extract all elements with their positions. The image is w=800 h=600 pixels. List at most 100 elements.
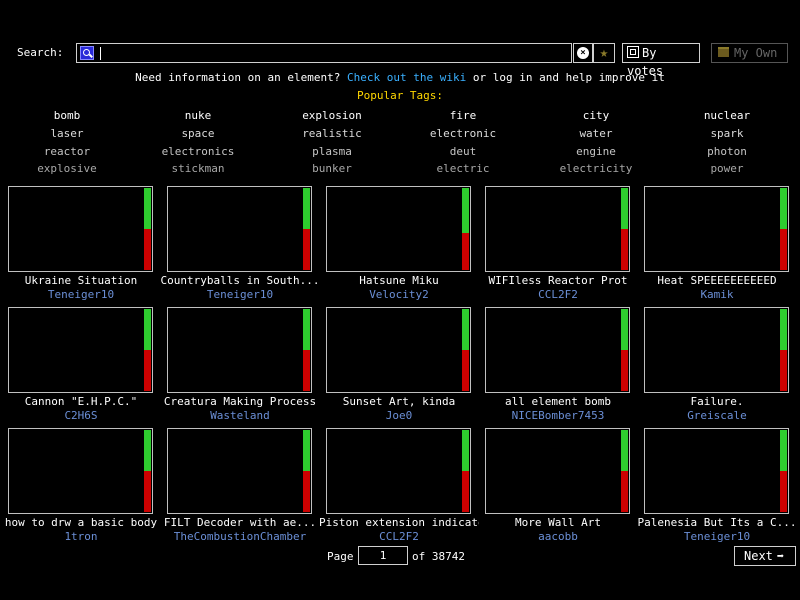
- save-author[interactable]: Greiscale: [687, 409, 747, 422]
- save-thumbnail[interactable]: [167, 186, 312, 272]
- save-title[interactable]: Piston extension indicator: [319, 516, 479, 529]
- tag-plasma[interactable]: plasma: [312, 145, 352, 158]
- search-input[interactable]: [97, 45, 567, 61]
- arrow-right-icon: ➡: [776, 549, 785, 563]
- vote-bar: [621, 188, 628, 270]
- save-thumbnail[interactable]: [326, 307, 471, 393]
- tag-explosion[interactable]: explosion: [302, 109, 362, 122]
- next-label: Next: [744, 549, 773, 563]
- clear-search-button[interactable]: ×: [573, 43, 593, 63]
- tag-electronic[interactable]: electronic: [429, 127, 497, 140]
- save-author[interactable]: TheCombustionChamber: [173, 530, 307, 543]
- save-author[interactable]: Velocity2: [369, 288, 429, 301]
- info-suffix: or log in and help improve it: [472, 71, 665, 84]
- save-thumbnail[interactable]: [485, 428, 630, 514]
- save-title[interactable]: More Wall Art: [514, 516, 602, 529]
- vote-up-fill: [780, 309, 787, 350]
- save-title[interactable]: Heat SPEEEEEEEEEED: [657, 274, 777, 287]
- my-own-button[interactable]: My Own: [711, 43, 788, 63]
- save-thumbnail[interactable]: [644, 307, 789, 393]
- tag-engine[interactable]: engine: [576, 145, 616, 158]
- save-title[interactable]: Ukraine Situation: [24, 274, 138, 287]
- wiki-link[interactable]: Check out the wiki: [347, 71, 467, 84]
- save-author[interactable]: 1tron: [64, 530, 98, 543]
- save-thumbnail[interactable]: [326, 428, 471, 514]
- save-title[interactable]: all element bomb: [505, 395, 611, 408]
- vote-up-fill: [144, 309, 151, 350]
- tag-photon[interactable]: photon: [707, 145, 747, 158]
- save-thumbnail[interactable]: [8, 428, 153, 514]
- vote-bar: [462, 188, 469, 270]
- save-thumbnail[interactable]: [167, 428, 312, 514]
- tag-city[interactable]: city: [582, 109, 610, 122]
- tag-fire[interactable]: fire: [449, 109, 477, 122]
- tag-reactor[interactable]: reactor: [43, 145, 91, 158]
- tag-bomb[interactable]: bomb: [53, 109, 81, 122]
- tag-water[interactable]: water: [579, 127, 613, 140]
- text-cursor: [100, 47, 101, 60]
- save-author[interactable]: Teneiger10: [206, 288, 274, 301]
- save-author[interactable]: NICEBomber7453: [511, 409, 605, 422]
- save-title[interactable]: Hatsune Miku: [359, 274, 439, 287]
- tag-electricity[interactable]: electricity: [559, 162, 633, 175]
- tag-realistic[interactable]: realistic: [302, 127, 362, 140]
- save-title[interactable]: WIFIless Reactor Prot: [488, 274, 628, 287]
- tag-bunker[interactable]: bunker: [312, 162, 352, 175]
- save-thumbnail[interactable]: [644, 186, 789, 272]
- save-author[interactable]: CCL2F2: [379, 530, 419, 543]
- next-page-button[interactable]: Next ➡: [734, 546, 796, 566]
- save-title[interactable]: Sunset Art, kinda: [342, 395, 456, 408]
- save-thumbnail[interactable]: [485, 307, 630, 393]
- save-author[interactable]: aacobb: [538, 530, 578, 543]
- tag-power[interactable]: power: [710, 162, 744, 175]
- save-thumbnail[interactable]: [326, 186, 471, 272]
- save-author[interactable]: Joe0: [385, 409, 413, 422]
- save-thumbnail[interactable]: [8, 186, 153, 272]
- save-thumbnail[interactable]: [485, 186, 630, 272]
- search-box[interactable]: [76, 43, 572, 63]
- save-thumbnail[interactable]: [8, 307, 153, 393]
- sort-by-votes-button[interactable]: By votes: [622, 43, 700, 78]
- vote-up-fill: [462, 430, 469, 471]
- vote-up-fill: [144, 430, 151, 471]
- tag-deut[interactable]: deut: [449, 145, 477, 158]
- tag-electric[interactable]: electric: [436, 162, 490, 175]
- tag-space[interactable]: space: [181, 127, 215, 140]
- save-title[interactable]: Countryballs in South...: [160, 274, 320, 287]
- save-author[interactable]: Teneiger10: [47, 288, 115, 301]
- vote-bar: [621, 430, 628, 512]
- vote-up-fill: [462, 309, 469, 350]
- tag-nuclear[interactable]: nuclear: [703, 109, 751, 122]
- vote-up-fill: [303, 430, 310, 471]
- tag-electronics[interactable]: electronics: [161, 145, 235, 158]
- save-thumbnail[interactable]: [167, 307, 312, 393]
- page-number-input[interactable]: [358, 546, 408, 565]
- tag-laser[interactable]: laser: [50, 127, 84, 140]
- clear-icon: ×: [577, 47, 589, 59]
- save-author[interactable]: C2H6S: [64, 409, 98, 422]
- save-title[interactable]: how to drw a basic body: [4, 516, 158, 529]
- vote-up-fill: [621, 430, 628, 471]
- save-author[interactable]: CCL2F2: [538, 288, 578, 301]
- tag-stickman[interactable]: stickman: [171, 162, 225, 175]
- favourites-button[interactable]: ★: [593, 43, 615, 63]
- tag-spark[interactable]: spark: [710, 127, 744, 140]
- page-count: of 38742: [412, 550, 465, 563]
- save-title[interactable]: FILT Decoder with ae...: [163, 516, 317, 529]
- vote-bar: [780, 430, 787, 512]
- tag-explosive[interactable]: explosive: [37, 162, 97, 175]
- save-author[interactable]: Wasteland: [210, 409, 270, 422]
- search-label: Search:: [17, 46, 64, 59]
- save-author[interactable]: Teneiger10: [683, 530, 751, 543]
- save-title[interactable]: Palenesia But Its a C...: [637, 516, 797, 529]
- popular-tags-title: Popular Tags:: [356, 89, 444, 102]
- vote-bar: [303, 430, 310, 512]
- save-thumbnail[interactable]: [644, 428, 789, 514]
- vote-up-fill: [462, 188, 469, 233]
- tag-nuke[interactable]: nuke: [184, 109, 212, 122]
- save-title[interactable]: Failure.: [690, 395, 744, 408]
- save-title[interactable]: Creatura Making Process: [163, 395, 317, 408]
- save-title[interactable]: Cannon "E.H.P.C.": [24, 395, 138, 408]
- save-author[interactable]: Kamik: [700, 288, 734, 301]
- vote-bar: [780, 188, 787, 270]
